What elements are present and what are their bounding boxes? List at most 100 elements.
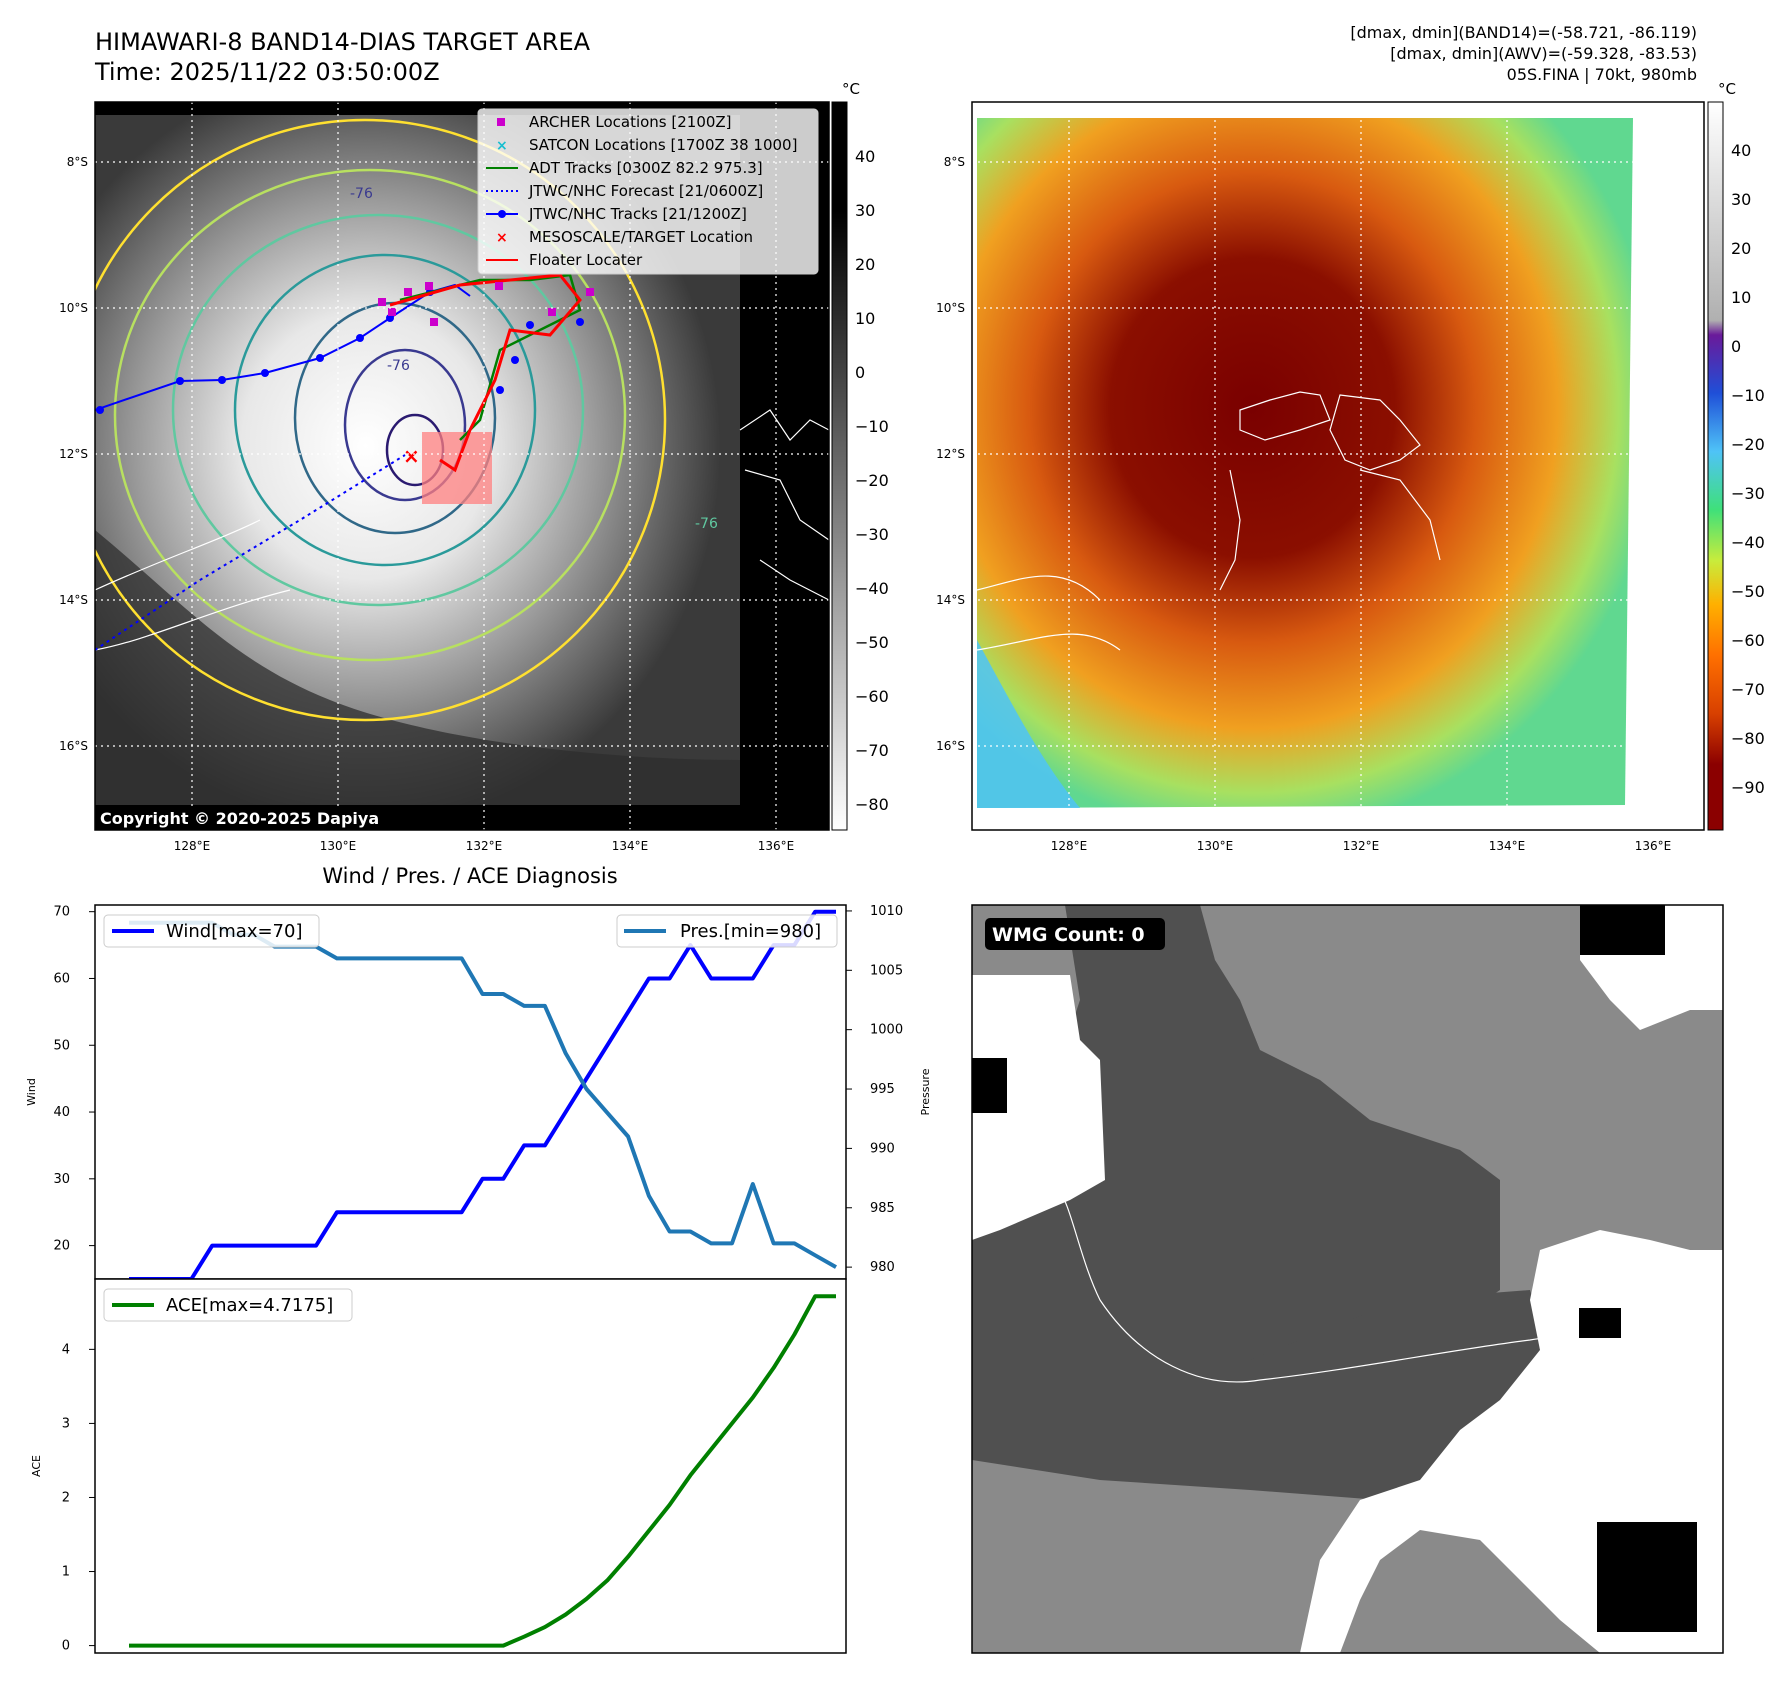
wind-tick-label: 70 [53,905,70,920]
ir-clear-region [95,530,740,805]
svg-text:30: 30 [1731,190,1751,209]
awv-moist-region [977,640,1080,808]
svg-text:10°S: 10°S [936,301,965,315]
svg-text:30: 30 [855,201,875,220]
svg-text:10°S: 10°S [59,301,88,315]
wmg-count-label: WMG Count: 0 [992,924,1145,946]
ace-tick-label: 3 [62,1416,70,1431]
ace-legend: ACE[max=4.7175] [103,1288,353,1322]
awv-lon-labels: 128°E 130°E 132°E 134°E 136°E [1051,839,1672,853]
ace-tick-label: 4 [62,1342,70,1357]
svg-text:16°S: 16°S [936,739,965,753]
svg-text:134°E: 134°E [1489,839,1526,853]
figure-title: HIMAWARI-8 BAND14-DIAS TARGET AREA [95,28,591,56]
svg-text:132°E: 132°E [1343,839,1380,853]
awv-colorbar: °C 40 30 20 10 0 −10 −20 −30 −40 −50 −60… [1707,80,1765,831]
svg-text:16°S: 16°S [59,739,88,753]
ir-map: × -76 -76 -76 ARCHER Locations [2100Z] ×… [94,101,830,831]
jtwc-track-points [96,288,584,414]
svg-text:136°E: 136°E [1635,839,1672,853]
ace-tick-label: 1 [62,1565,70,1580]
svg-text:20: 20 [1731,239,1751,258]
pressure-tick-label: 995 [870,1082,895,1097]
ace-tick-label: 0 [62,1639,70,1654]
wmg-dark-band [972,1290,1560,1500]
legend-forecast: JTWC/NHC Forecast [21/0600Z] [528,182,763,200]
svg-text:128°E: 128°E [174,839,211,853]
contour-label-3: -76 [695,516,718,532]
svg-text:−50: −50 [1731,582,1765,601]
contour-label-2: -76 [387,358,410,374]
svg-text:−40: −40 [1731,533,1765,552]
legend-adt: ADT Tracks [0300Z 82.2 975.3] [529,159,763,177]
ir-coastline-west [95,519,291,651]
svg-text:14°S: 14°S [936,593,965,607]
svg-text:8°S: 8°S [67,155,88,169]
legend-jtwc: JTWC/NHC Tracks [21/1200Z] [528,205,747,223]
legend-box [477,108,819,275]
wind-tick-label: 50 [53,1038,70,1053]
svg-text:40: 40 [855,147,875,166]
svg-text:14°S: 14°S [59,593,88,607]
wmg-white-west [972,975,1105,1240]
pressure-legend: Pres.[min=980] [616,914,838,948]
contour-label-1: -76 [350,186,373,202]
ace-axis-label: ACE [30,1455,43,1477]
svg-text:−60: −60 [1731,631,1765,650]
ir-colorbar-unit: °C [842,80,860,98]
wmg-coastline [971,989,1661,1383]
figure-time: Time: 2025/11/22 03:50:00Z [94,58,440,86]
svg-text:−20: −20 [1731,435,1765,454]
pressure-axis-label: Pressure [919,1068,932,1115]
pressure-legend-label: Pres.[min=980] [680,921,821,942]
wind-pressure-panel: 20 30 40 50 60 70 980 985 990 995 1000 1005 1010 Wi… [25,904,932,1281]
svg-text:−30: −30 [1731,484,1765,503]
info-line-band14: [dmax, dmin](BAND14)=(-58.721, -86.119) [1350,23,1697,42]
wind-legend-box [103,914,320,948]
ir-coastline-east [739,409,829,601]
awv-coastline-interior [1219,469,1441,591]
legend-mesoscale: MESOSCALE/TARGET Location [529,228,753,246]
legend-archer-marker [497,118,505,126]
ir-colorbar: °C 40 30 20 10 0 −10 −20 −30 −40 −50 −60… [831,80,889,831]
archer-points [378,282,594,326]
awv-colorbar-unit: °C [1718,80,1736,98]
wmg-label-box [985,918,1165,950]
svg-text:−70: −70 [855,741,889,760]
svg-text:40: 40 [1731,141,1751,160]
awv-lat-labels: 8°S 10°S 12°S 14°S 16°S [936,155,965,753]
legend-archer: ARCHER Locations [2100Z] [529,113,732,131]
wmg-black-southeast [1597,1522,1697,1632]
legend-jtwc-dot [498,210,506,218]
wmg-panel: WMG Count: 0 [971,904,1724,1654]
mesoscale-marker: × [403,444,420,468]
wind-legend: Wind[max=70] [103,914,320,948]
legend-satcon: SATCON Locations [1700Z 38 1000] [529,136,797,154]
diagnosis-title: Wind / Pres. / ACE Diagnosis [322,864,617,888]
awv-colorbar-bar [1707,101,1724,831]
awv-gridlines [972,102,1704,830]
awv-colorbar-ticks: 40 30 20 10 0 −10 −20 −30 −40 −50 −60 −7… [1731,141,1765,797]
jtwc-forecast [95,454,406,651]
svg-text:10: 10 [1731,288,1751,307]
ace-panel: 0 1 2 3 4 ACE ACE[max=4.7175] [30,1278,847,1654]
ace-series-line [129,1294,836,1648]
svg-text:12°S: 12°S [936,447,965,461]
awv-map [971,101,1705,831]
pressure-tick-label: 990 [870,1141,895,1156]
svg-text:10: 10 [855,309,875,328]
ir-lat-labels: 8°S 10°S 12°S 14°S 16°S [59,155,88,753]
wmg-black-west [972,1058,1007,1113]
ace-legend-label: ACE[max=4.7175] [166,1295,333,1316]
svg-text:130°E: 130°E [1197,839,1234,853]
wind-tick-label: 40 [53,1105,70,1120]
wind-axis-label: Wind [25,1078,38,1106]
ir-colorbar-ticks: 40 30 20 10 0 −10 −20 −30 −40 −50 −60 −7… [855,147,889,814]
svg-text:0: 0 [1731,337,1741,356]
awv-coastline-west [976,575,1121,651]
ace-tick-label: 2 [62,1490,70,1505]
info-line-awv: [dmax, dmin](AWV)=(-59.328, -83.53) [1390,44,1697,63]
svg-text:0: 0 [855,363,865,382]
svg-text:−40: −40 [855,579,889,598]
pressure-tick-label: 1005 [870,963,903,978]
